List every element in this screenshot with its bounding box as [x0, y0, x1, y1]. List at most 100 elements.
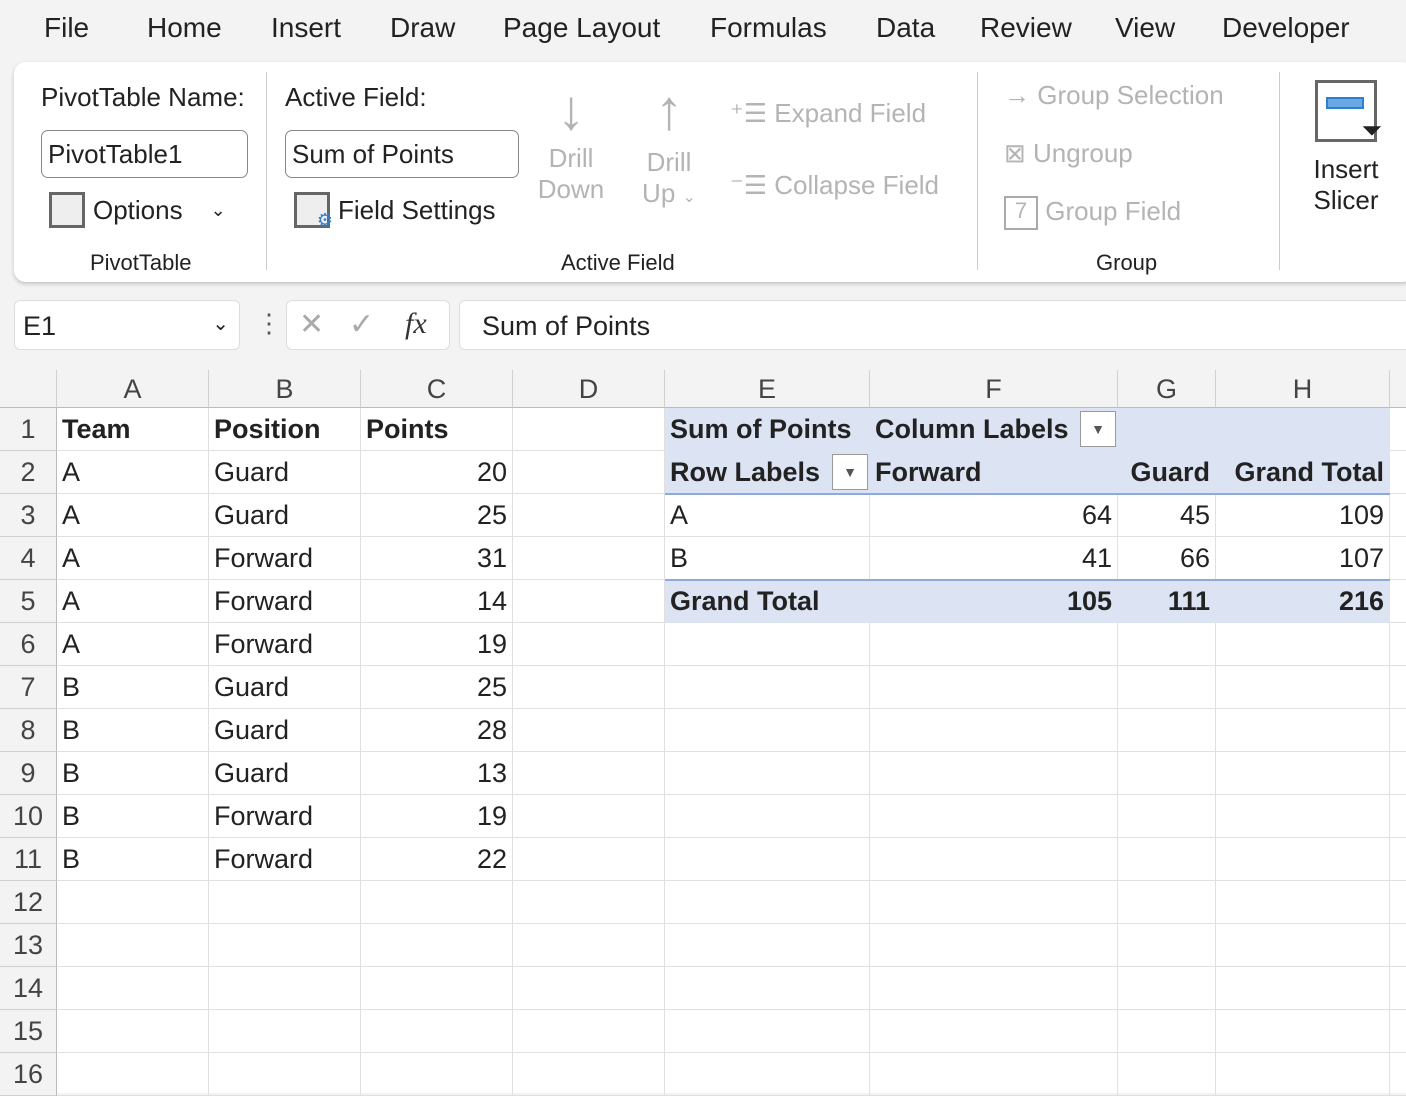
- source-cell[interactable]: Forward: [214, 586, 314, 616]
- cell[interactable]: [209, 580, 361, 623]
- row-header-6[interactable]: 6: [0, 623, 57, 666]
- cell[interactable]: [1216, 881, 1390, 924]
- cell[interactable]: [57, 1010, 209, 1053]
- cell[interactable]: [513, 924, 665, 967]
- menu-formulas[interactable]: Formulas: [710, 12, 827, 43]
- cell[interactable]: [1118, 494, 1216, 537]
- source-cell[interactable]: 22: [476, 844, 507, 874]
- source-cell[interactable]: A: [62, 543, 81, 573]
- row-header-9[interactable]: 9: [0, 752, 57, 795]
- cell[interactable]: [870, 494, 1118, 537]
- row-labels-filter-button[interactable]: ▼: [832, 454, 868, 490]
- cell[interactable]: [1390, 881, 1406, 924]
- column-header-C[interactable]: C: [361, 370, 513, 408]
- cell[interactable]: [513, 838, 665, 881]
- cell[interactable]: [57, 838, 209, 881]
- cell[interactable]: [361, 537, 513, 580]
- cell[interactable]: [361, 709, 513, 752]
- cell[interactable]: [870, 838, 1118, 881]
- cell[interactable]: [1390, 451, 1406, 494]
- row-header-16[interactable]: 16: [0, 1053, 57, 1096]
- cell[interactable]: [870, 967, 1118, 1010]
- cell[interactable]: [1118, 795, 1216, 838]
- cell[interactable]: [665, 967, 870, 1010]
- insert-slicer-button[interactable]: ⏷ Insert Slicer: [1306, 80, 1386, 216]
- group-field-button[interactable]: 7 Group Field: [1004, 196, 1181, 231]
- cell[interactable]: [1118, 1010, 1216, 1053]
- cell[interactable]: [665, 623, 870, 666]
- cell[interactable]: [57, 623, 209, 666]
- cell[interactable]: [209, 537, 361, 580]
- source-cell[interactable]: Forward: [214, 801, 314, 831]
- cell[interactable]: [665, 795, 870, 838]
- cell[interactable]: [513, 1010, 665, 1053]
- cell[interactable]: [1216, 924, 1390, 967]
- menu-file[interactable]: File: [44, 12, 90, 43]
- collapse-field-button[interactable]: ⁻☰ Collapse Field: [730, 170, 940, 200]
- pivot-cell[interactable]: 109: [1338, 500, 1384, 530]
- source-cell[interactable]: Forward: [214, 844, 314, 874]
- source-cell[interactable]: 13: [476, 758, 507, 788]
- cell[interactable]: [665, 1053, 870, 1096]
- drill-down-button[interactable]: ↓ Drill Down: [537, 78, 605, 204]
- cell[interactable]: [361, 494, 513, 537]
- cell[interactable]: [870, 1010, 1118, 1053]
- source-header[interactable]: Team: [62, 414, 131, 444]
- cell[interactable]: [513, 537, 665, 580]
- cell[interactable]: [1216, 967, 1390, 1010]
- source-cell[interactable]: 20: [476, 457, 507, 487]
- pivot-cell[interactable]: 41: [1081, 543, 1112, 573]
- menu-draw[interactable]: Draw: [390, 12, 456, 43]
- pivot-cell[interactable]: B: [670, 543, 689, 573]
- cell[interactable]: [209, 795, 361, 838]
- cell[interactable]: [57, 752, 209, 795]
- source-cell[interactable]: Forward: [214, 629, 314, 659]
- cell[interactable]: [665, 881, 870, 924]
- cell[interactable]: [1390, 623, 1406, 666]
- cell[interactable]: [1390, 795, 1406, 838]
- group-selection-button[interactable]: → Group Selection: [1004, 80, 1224, 110]
- menu-home[interactable]: Home: [147, 12, 222, 43]
- cell[interactable]: [57, 451, 209, 494]
- cell[interactable]: [870, 1053, 1118, 1096]
- cell[interactable]: [1216, 623, 1390, 666]
- cell[interactable]: [1390, 967, 1406, 1010]
- cell[interactable]: [665, 709, 870, 752]
- cell[interactable]: [209, 1053, 361, 1096]
- cancel-icon[interactable]: ✕: [299, 308, 325, 341]
- row-header-15[interactable]: 15: [0, 1010, 57, 1053]
- column-header-A[interactable]: A: [57, 370, 209, 408]
- row-header-4[interactable]: 4: [0, 537, 57, 580]
- cell[interactable]: [870, 623, 1118, 666]
- pivot-column-header[interactable]: Guard: [1130, 457, 1210, 487]
- cell[interactable]: [361, 752, 513, 795]
- cell[interactable]: [1118, 666, 1216, 709]
- source-cell[interactable]: Guard: [214, 457, 290, 487]
- cell[interactable]: [870, 709, 1118, 752]
- pivot-grand-total[interactable]: 111: [1167, 586, 1210, 616]
- cell[interactable]: [57, 666, 209, 709]
- cell[interactable]: [513, 709, 665, 752]
- formula-input[interactable]: Sum of Points: [459, 300, 1406, 350]
- pivot-name-input[interactable]: PivotTable1: [41, 130, 248, 178]
- pivot-cell[interactable]: 45: [1179, 500, 1210, 530]
- column-header-G[interactable]: G: [1118, 370, 1216, 408]
- source-cell[interactable]: 25: [476, 500, 507, 530]
- cell[interactable]: [57, 408, 209, 451]
- source-cell[interactable]: B: [62, 672, 81, 702]
- source-cell[interactable]: 19: [476, 801, 507, 831]
- enter-icon[interactable]: ✓: [349, 308, 375, 341]
- column-header-H[interactable]: H: [1216, 370, 1390, 408]
- row-header-12[interactable]: 12: [0, 881, 57, 924]
- pivot-cell[interactable]: 66: [1179, 543, 1210, 573]
- cell[interactable]: [1216, 752, 1390, 795]
- options-button[interactable]: Options ⌄: [49, 192, 226, 228]
- cell[interactable]: [513, 795, 665, 838]
- cell[interactable]: [665, 1010, 870, 1053]
- cell[interactable]: [665, 924, 870, 967]
- cell[interactable]: [1118, 838, 1216, 881]
- pivot-cell[interactable]: 64: [1081, 500, 1112, 530]
- cell[interactable]: [1390, 1053, 1406, 1096]
- cell[interactable]: [1216, 709, 1390, 752]
- cell[interactable]: [513, 967, 665, 1010]
